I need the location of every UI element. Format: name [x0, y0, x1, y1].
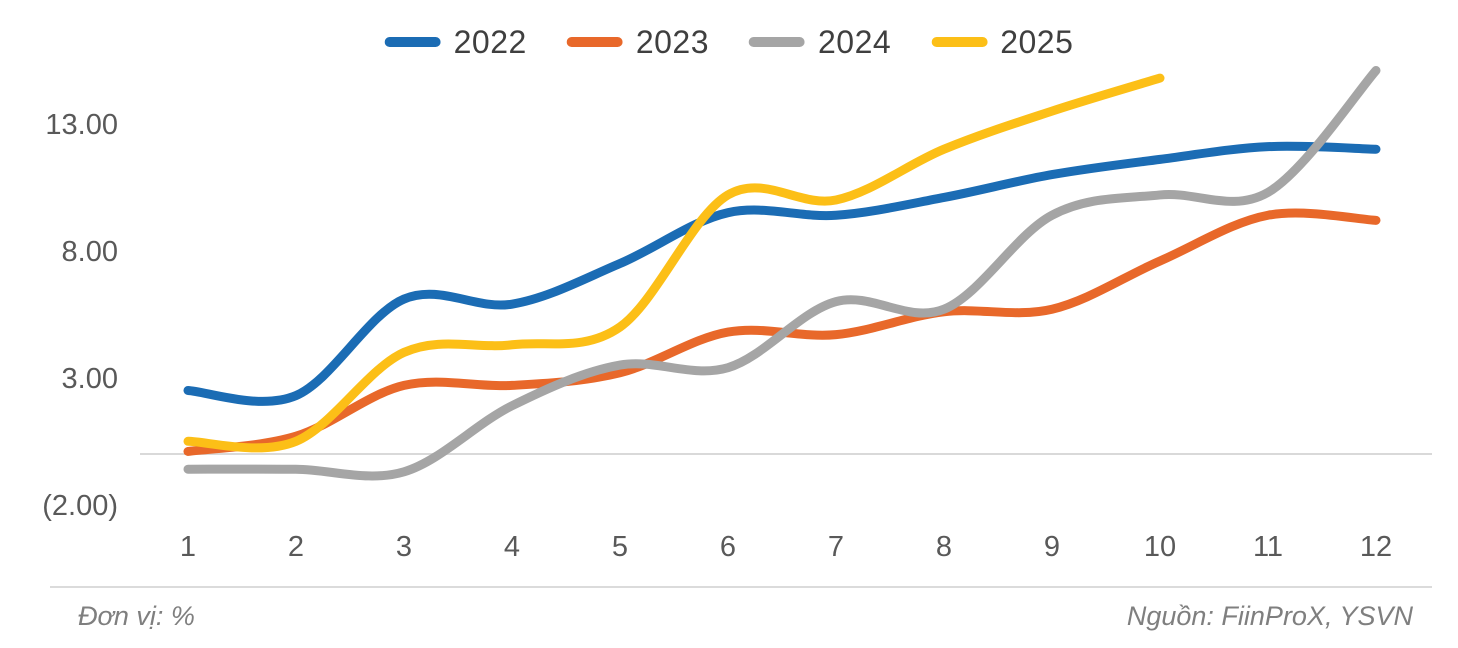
footer-separator-line — [50, 586, 1432, 588]
legend-swatch-2023-icon — [566, 37, 623, 47]
legend-label-2023: 2023 — [635, 24, 709, 60]
y-tick-label: 8.00 — [62, 236, 118, 268]
legend-swatch-2024-icon — [749, 37, 805, 47]
footer-source-label: Nguồn: FiinProX, YSVN — [1126, 601, 1413, 631]
x-tick-label: 2 — [288, 531, 304, 563]
x-tick-label: 6 — [720, 531, 736, 563]
series-line-2023 — [183, 208, 1381, 456]
legend-item-2022: 2022 — [384, 24, 527, 60]
legend-label-2022: 2022 — [453, 24, 527, 60]
legend-swatch-2022-icon — [384, 37, 441, 47]
legend-label-2025: 2025 — [1000, 24, 1074, 60]
legend-item-2024: 2024 — [749, 26, 891, 58]
series-line-2024 — [183, 65, 1381, 481]
legend-swatch-2025-icon — [931, 37, 988, 47]
x-tick-label: 5 — [612, 531, 628, 563]
series-lines — [183, 65, 1381, 481]
x-tick-label: 7 — [828, 531, 844, 563]
y-tick-label: (2.00) — [42, 490, 118, 522]
x-tick-label: 1 — [180, 531, 196, 563]
legend-item-2023: 2023 — [566, 24, 709, 60]
legend-label-2024: 2024 — [818, 24, 892, 60]
x-tick-label: 3 — [396, 531, 412, 563]
y-tick-label: 13.00 — [45, 109, 118, 141]
x-tick-label: 12 — [1360, 531, 1392, 563]
y-tick-label: 3.00 — [62, 363, 118, 395]
x-tick-label: 10 — [1144, 531, 1176, 563]
x-tick-label: 11 — [1253, 531, 1283, 563]
chart-legend: 2022 2023 2024 2025 — [384, 24, 1074, 60]
x-tick-label: 4 — [504, 531, 520, 563]
footer-unit-label: Đơn vị: % — [78, 601, 195, 631]
x-tick-label: 8 — [936, 531, 952, 563]
series-line-2025 — [183, 73, 1165, 453]
legend-item-2025: 2025 — [931, 26, 1073, 58]
x-tick-label: 9 — [1044, 531, 1060, 563]
series-line-2022 — [183, 141, 1381, 406]
